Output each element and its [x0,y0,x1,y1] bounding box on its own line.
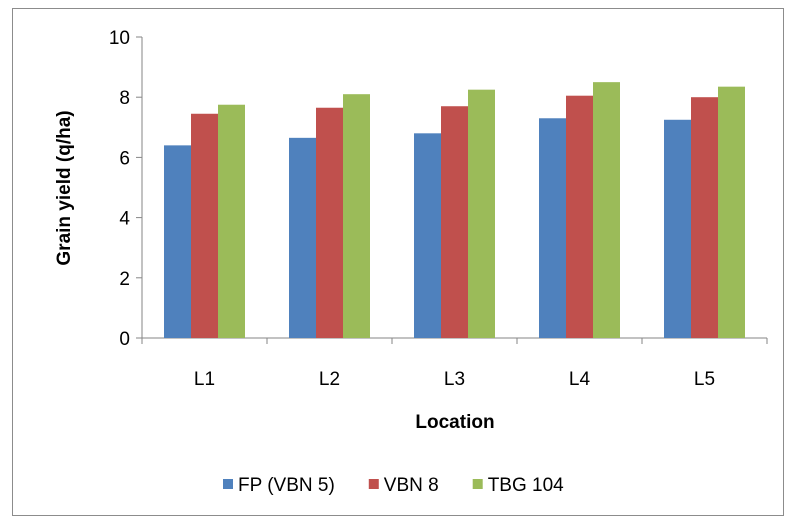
y-tick-label: 6 [119,148,130,169]
y-tick-label: 0 [119,329,130,350]
axes: 0 2 4 6 8 10 L1 L2 L3 L4 L5 [109,28,768,390]
legend-label: TBG 104 [488,475,564,496]
bar-l5-series-2 [691,97,718,338]
bar-l3-series-3 [468,89,495,338]
bar-l1-series-3 [218,104,245,338]
legend-item: VBN 8 [368,475,439,496]
legend-swatch [368,479,379,489]
legend-swatch [223,479,233,489]
x-tick-label: L2 [319,369,340,390]
bar-l5-series-3 [718,86,745,338]
bar-l3-series-1 [414,133,441,338]
y-tick-label: 8 [119,88,130,109]
bar-l4-series-1 [539,118,566,339]
legend-item: FP (VBN 5) [223,475,335,496]
bar-l2-series-3 [343,94,370,338]
bar-l3-series-2 [441,106,468,338]
bar-l4-series-3 [593,82,620,339]
bar-l2-series-2 [316,107,343,338]
legend-label: VBN 8 [384,475,439,496]
x-tick-label: L4 [569,369,591,390]
bar-l1-series-2 [191,113,218,338]
bar-l2-series-1 [289,137,316,338]
legend-swatch [472,479,483,489]
bar-l4-series-2 [566,95,593,338]
legend-label: FP (VBN 5) [238,475,335,496]
bars [164,82,745,339]
x-axis-title: Location [415,412,494,433]
y-tick-label: 10 [109,28,130,49]
x-tick-label: L3 [444,369,465,390]
y-axis-title: Grain yield (q/ha) [54,110,75,265]
bar-l1-series-1 [164,145,191,338]
x-tick-label: L1 [194,369,215,390]
y-tick-label: 2 [119,269,130,290]
legend-item: TBG 104 [472,475,564,496]
legend: FP (VBN 5) VBN 8 TBG 104 [223,475,564,496]
y-tick-label: 4 [119,209,130,230]
x-tick-label: L5 [694,369,715,390]
chart-frame [12,8,784,516]
bar-l5-series-1 [664,119,691,339]
